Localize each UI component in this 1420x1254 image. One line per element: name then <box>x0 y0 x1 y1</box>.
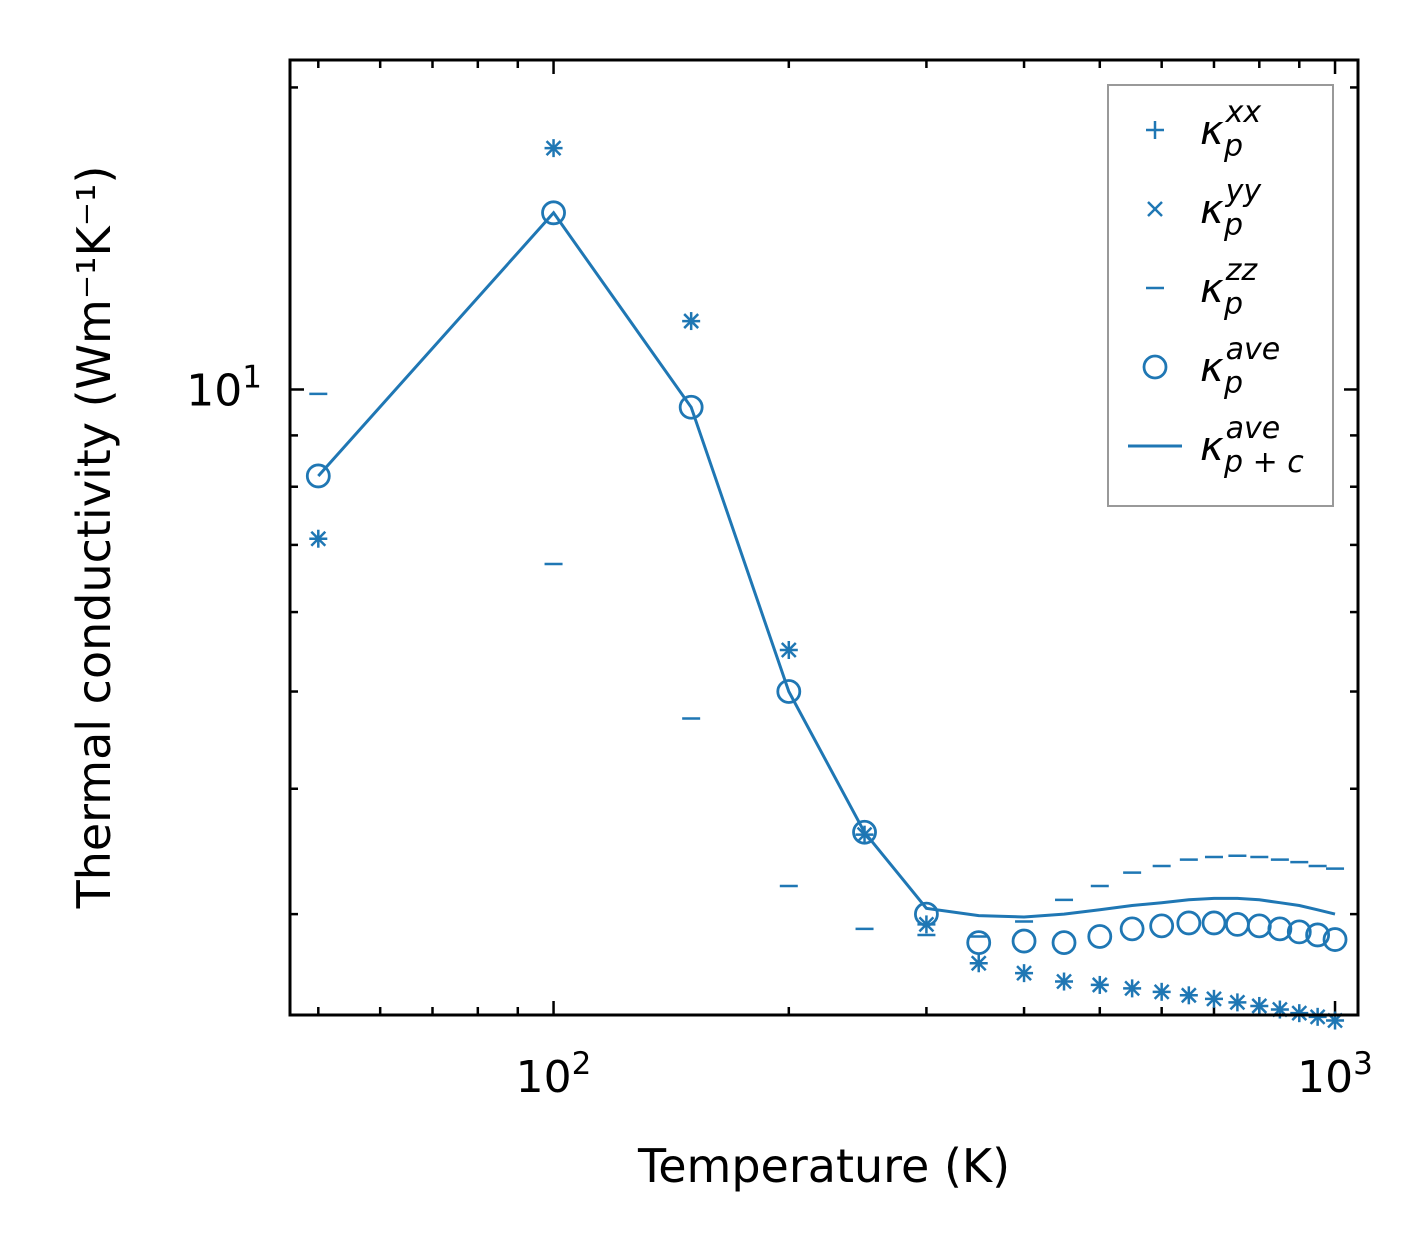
data-point <box>1124 980 1141 997</box>
y-axis-label: Thermal conductivity (Wm⁻¹K⁻¹) <box>67 166 121 910</box>
data-point <box>1087 924 1113 949</box>
data-point <box>1091 977 1108 993</box>
plot-frame <box>288 58 1360 1017</box>
data-point <box>1201 910 1227 936</box>
major-ticks <box>290 60 1358 1015</box>
data-point <box>1206 990 1222 1007</box>
data-point <box>1251 998 1268 1014</box>
series-hline <box>309 392 1345 938</box>
data-series <box>305 139 1348 1030</box>
data-point <box>780 642 797 658</box>
data-point <box>1149 913 1175 939</box>
legend-marker <box>1146 121 1164 139</box>
data-point <box>1305 922 1331 948</box>
data-point <box>914 901 939 927</box>
legend-label: κxx p <box>1200 95 1261 164</box>
legend-marker <box>1147 201 1163 217</box>
legend: κxx p κyy p κzz p κave p κave p + c <box>1107 84 1334 507</box>
data-point <box>310 530 327 547</box>
series-circle <box>305 200 1348 956</box>
x-tick-label: 103 <box>1297 1046 1373 1103</box>
x-tick-label: 102 <box>516 1046 592 1103</box>
data-point <box>683 313 700 329</box>
legend-marker <box>1142 354 1168 380</box>
data-point <box>1051 930 1077 956</box>
data-point <box>1153 983 1170 1000</box>
legend-entry: κave p + c <box>1128 411 1304 480</box>
data-point <box>545 140 562 157</box>
tick-labels: 102 103 101 <box>186 359 1373 1103</box>
y-tick-label: 101 <box>186 359 262 416</box>
legend-entry: κyy p <box>1147 174 1262 243</box>
legend-entry: κzz p <box>1146 253 1258 322</box>
data-point <box>1267 916 1293 942</box>
data-point <box>1291 1005 1308 1022</box>
x-axis-label: Temperature (K) <box>637 1139 1010 1193</box>
data-point <box>541 200 566 226</box>
series-line-path <box>317 210 1336 919</box>
legend-box <box>1107 84 1334 507</box>
legend-entry: κave p <box>1142 332 1280 401</box>
data-point <box>1056 973 1072 990</box>
legend-label: κave p <box>1200 332 1280 401</box>
data-point <box>305 463 331 489</box>
legend-entry: κxx p <box>1146 95 1261 164</box>
data-point <box>970 955 987 972</box>
data-point <box>1176 910 1202 936</box>
data-point <box>1246 913 1272 939</box>
data-point <box>1322 927 1348 952</box>
data-point <box>1016 965 1032 982</box>
series-x <box>310 140 1343 1029</box>
legend-label: κyy p <box>1200 174 1262 243</box>
data-point <box>852 819 877 845</box>
data-point <box>1229 994 1246 1011</box>
data-point <box>966 930 992 956</box>
data-point <box>1224 912 1250 937</box>
legend-label: κzz p <box>1200 253 1258 322</box>
data-point <box>678 394 704 420</box>
data-point <box>1119 916 1145 942</box>
data-point <box>1309 1008 1326 1025</box>
data-point <box>1286 919 1312 945</box>
data-point <box>1180 987 1197 1004</box>
series-line <box>317 210 1336 919</box>
legend-label: κave p + c <box>1200 411 1304 480</box>
data-point <box>776 679 802 704</box>
data-point <box>1011 928 1037 954</box>
